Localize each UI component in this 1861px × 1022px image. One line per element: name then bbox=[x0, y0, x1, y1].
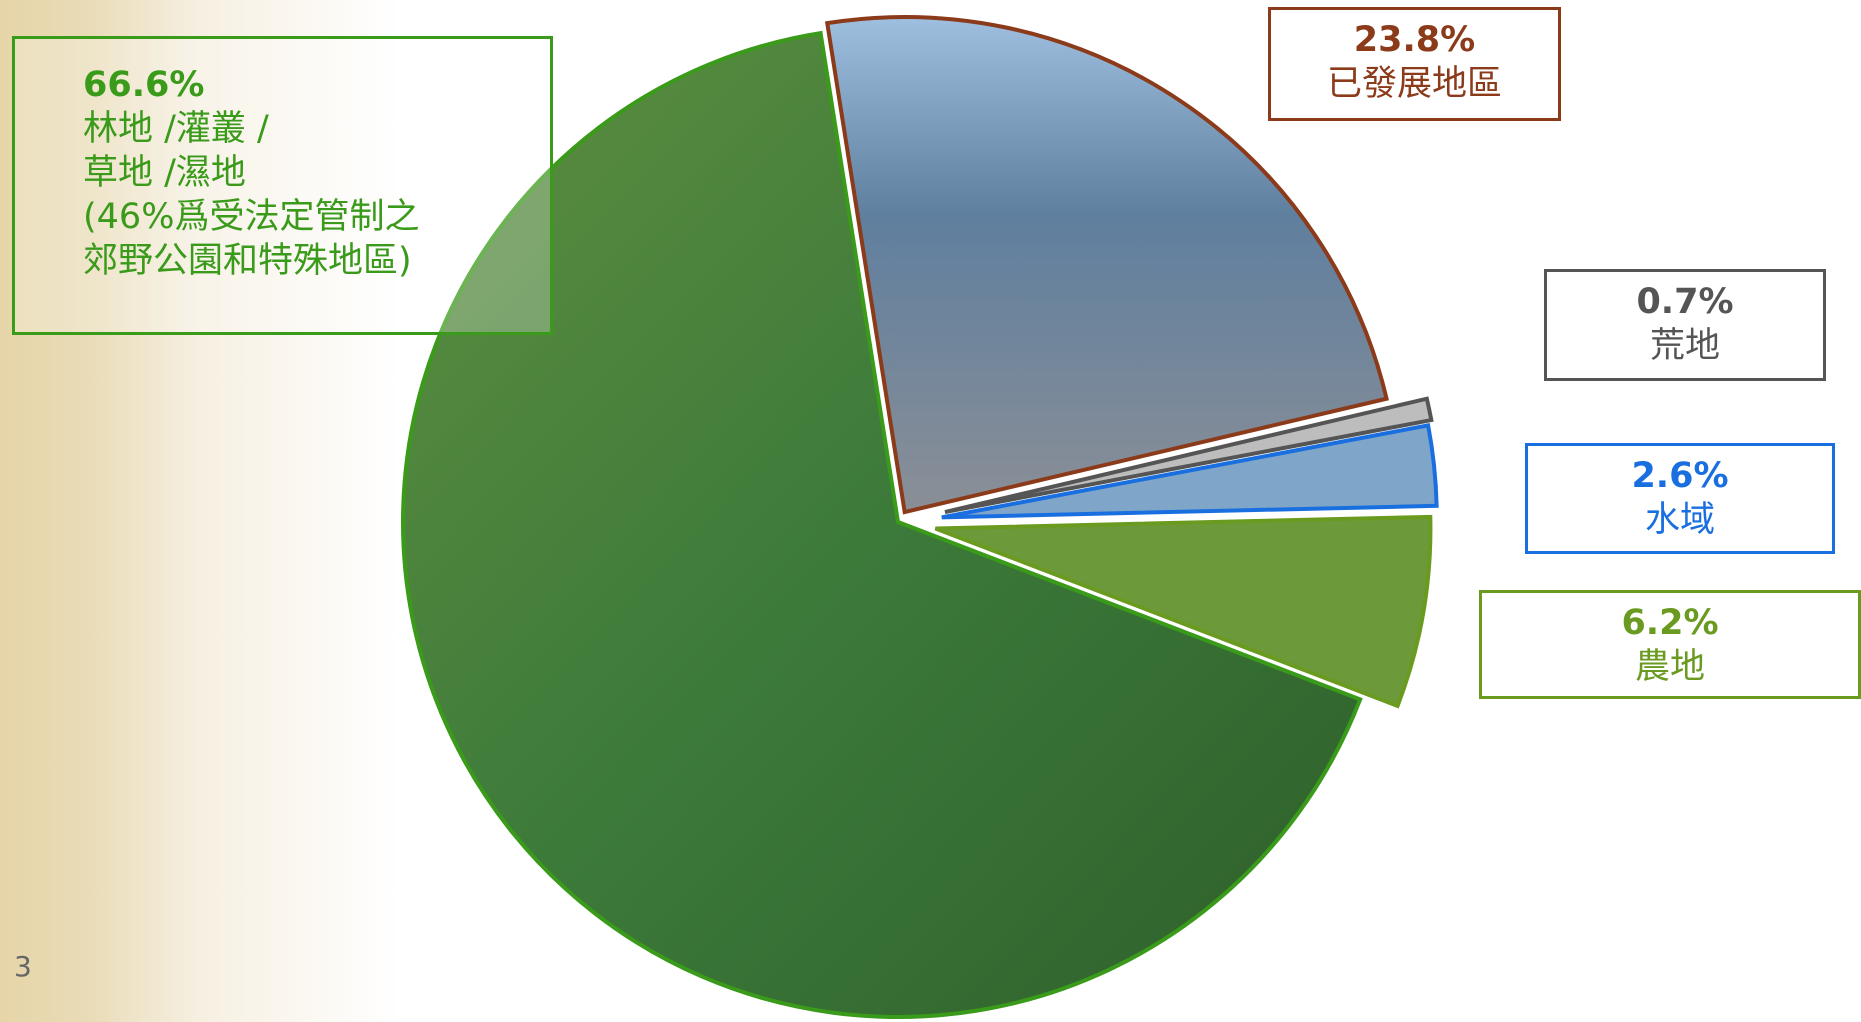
pct: 23.8% bbox=[1353, 20, 1476, 60]
cat: 郊野公園和特殊地區) bbox=[83, 241, 412, 281]
cat: 水域 bbox=[1644, 500, 1715, 540]
cat: 林地 /灌叢 / bbox=[83, 109, 269, 149]
cat: 農地 bbox=[1634, 647, 1705, 687]
page-number: 3 bbox=[14, 950, 32, 983]
cat: (46%爲受法定管制之 bbox=[83, 197, 420, 237]
label-box: 23.8% 已發展地區 bbox=[1268, 7, 1561, 121]
pie-slice bbox=[401, 30, 1363, 1019]
label-box: 0.7% 荒地 bbox=[1544, 269, 1826, 381]
pct: 2.6% bbox=[1631, 456, 1729, 496]
pct: 0.7% bbox=[1636, 282, 1734, 322]
label-box: 2.6% 水域 bbox=[1525, 443, 1835, 554]
cat: 荒地 bbox=[1649, 326, 1720, 366]
pie-slice bbox=[824, 15, 1389, 515]
pct: 6.2% bbox=[1621, 603, 1719, 643]
cat: 已發展地區 bbox=[1326, 64, 1502, 104]
label-box: 66.6% 林地 /灌叢 / 草地 /濕地 (46%爲受法定管制之 郊野公園和特殊地區) bbox=[12, 36, 553, 335]
pie-slice bbox=[941, 423, 1439, 520]
cat: 草地 /濕地 bbox=[83, 153, 246, 193]
pie-slice bbox=[944, 396, 1434, 515]
pct: 66.6% bbox=[83, 65, 205, 105]
label-box: 6.2% 農地 bbox=[1479, 590, 1861, 699]
pie-slice bbox=[934, 514, 1433, 709]
